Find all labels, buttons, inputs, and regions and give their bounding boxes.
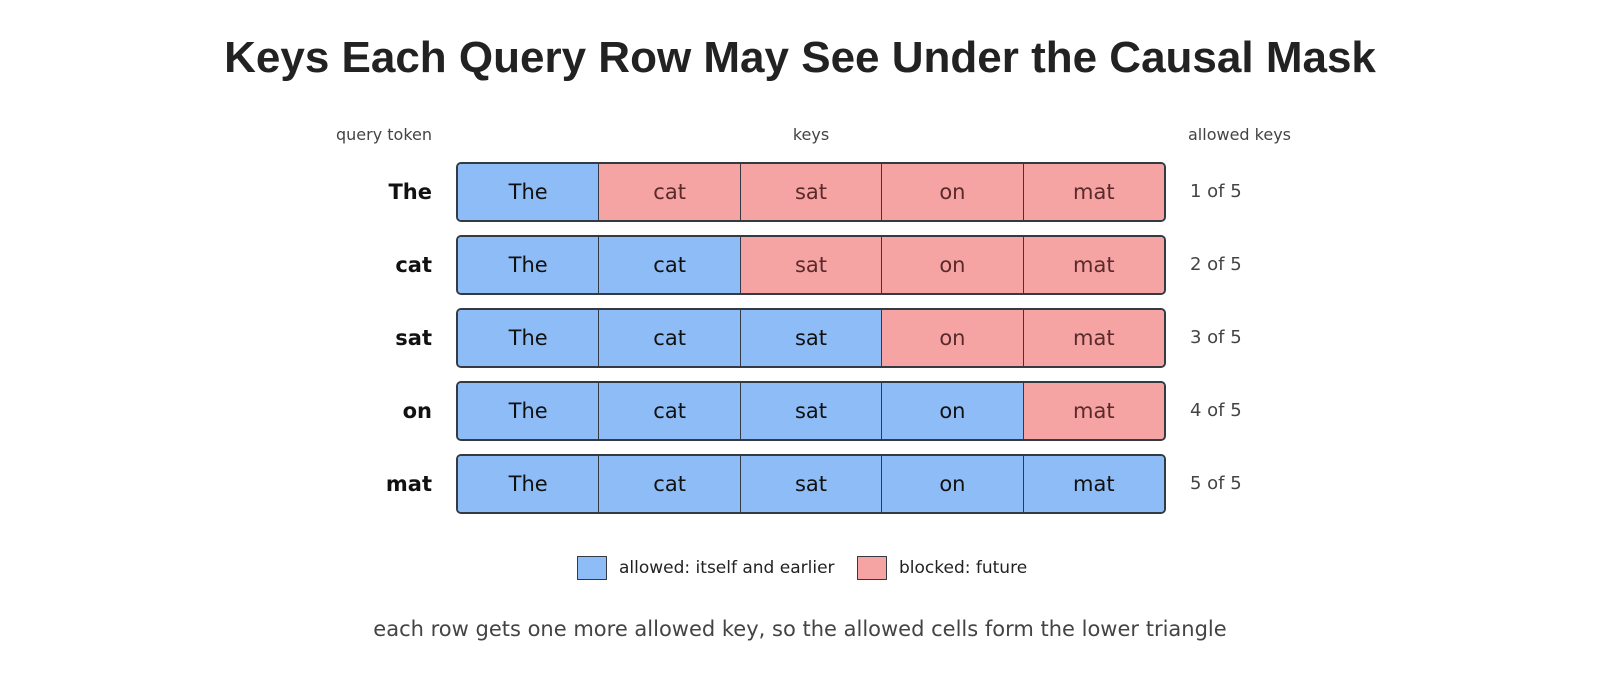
allowed-count: 4 of 5 bbox=[1190, 400, 1242, 421]
allowed-count: 5 of 5 bbox=[1190, 473, 1242, 494]
key-cell-allowed: The bbox=[458, 456, 599, 512]
key-bar: The cat sat on mat bbox=[456, 308, 1166, 368]
diagram-title: Keys Each Query Row May See Under the Ca… bbox=[224, 33, 1376, 82]
legend-swatch-blocked bbox=[857, 556, 887, 580]
key-cell-allowed: sat bbox=[739, 383, 882, 439]
key-cell-allowed: cat bbox=[598, 237, 740, 293]
key-bar: The cat sat on mat bbox=[456, 381, 1166, 441]
key-cell-blocked: sat bbox=[739, 237, 882, 293]
query-token-label: mat bbox=[385, 472, 432, 496]
key-cell-blocked: on bbox=[881, 164, 1023, 220]
legend-item-allowed: allowed: itself and earlier bbox=[577, 555, 835, 581]
key-bar: The cat sat on mat bbox=[456, 235, 1166, 295]
allowed-count: 2 of 5 bbox=[1190, 254, 1242, 275]
query-token-label: sat bbox=[395, 326, 432, 350]
key-cell-allowed: on bbox=[881, 383, 1023, 439]
key-cell-allowed: sat bbox=[739, 456, 882, 512]
legend-swatch-allowed bbox=[577, 556, 607, 580]
key-cell-blocked: mat bbox=[1022, 310, 1164, 366]
column-header-keys: keys bbox=[792, 125, 830, 144]
mask-row: cat The cat sat on mat 2 of 5 bbox=[0, 235, 1600, 295]
key-cell-blocked: mat bbox=[1022, 237, 1164, 293]
key-cell-blocked: cat bbox=[598, 164, 740, 220]
key-cell-blocked: on bbox=[881, 310, 1023, 366]
key-cell-allowed: The bbox=[458, 310, 599, 366]
mask-row: on The cat sat on mat 4 of 5 bbox=[0, 381, 1600, 441]
key-cell-blocked: mat bbox=[1022, 383, 1164, 439]
key-cell-allowed: The bbox=[458, 383, 599, 439]
key-cell-allowed: sat bbox=[739, 310, 882, 366]
key-cell-allowed: cat bbox=[598, 310, 740, 366]
key-cell-blocked: sat bbox=[739, 164, 882, 220]
column-header-allowed-keys: allowed keys bbox=[1188, 125, 1291, 144]
key-bar: The cat sat on mat bbox=[456, 454, 1166, 514]
allowed-count: 3 of 5 bbox=[1190, 327, 1242, 348]
legend-label-allowed: allowed: itself and earlier bbox=[619, 558, 835, 578]
query-token-label: cat bbox=[395, 253, 432, 277]
key-cell-allowed: cat bbox=[598, 456, 740, 512]
query-token-label: The bbox=[388, 180, 432, 204]
column-header-query-token: query token bbox=[335, 125, 432, 144]
legend-label-blocked: blocked: future bbox=[899, 558, 1028, 578]
allowed-count: 1 of 5 bbox=[1190, 181, 1242, 202]
key-cell-blocked: on bbox=[881, 237, 1023, 293]
legend-item-blocked: blocked: future bbox=[857, 555, 1027, 581]
query-token-label: on bbox=[402, 399, 432, 423]
mask-row: mat The cat sat on mat 5 of 5 bbox=[0, 454, 1600, 514]
mask-row: sat The cat sat on mat 3 of 5 bbox=[0, 308, 1600, 368]
key-cell-allowed: mat bbox=[1022, 456, 1164, 512]
key-cell-allowed: on bbox=[881, 456, 1023, 512]
key-cell-allowed: cat bbox=[598, 383, 740, 439]
mask-row: The The cat sat on mat 1 of 5 bbox=[0, 162, 1600, 222]
key-cell-allowed: The bbox=[458, 237, 599, 293]
key-cell-allowed: The bbox=[458, 164, 599, 220]
key-cell-blocked: mat bbox=[1022, 164, 1164, 220]
caption: each row gets one more allowed key, so t… bbox=[373, 617, 1227, 641]
key-bar: The cat sat on mat bbox=[456, 162, 1166, 222]
